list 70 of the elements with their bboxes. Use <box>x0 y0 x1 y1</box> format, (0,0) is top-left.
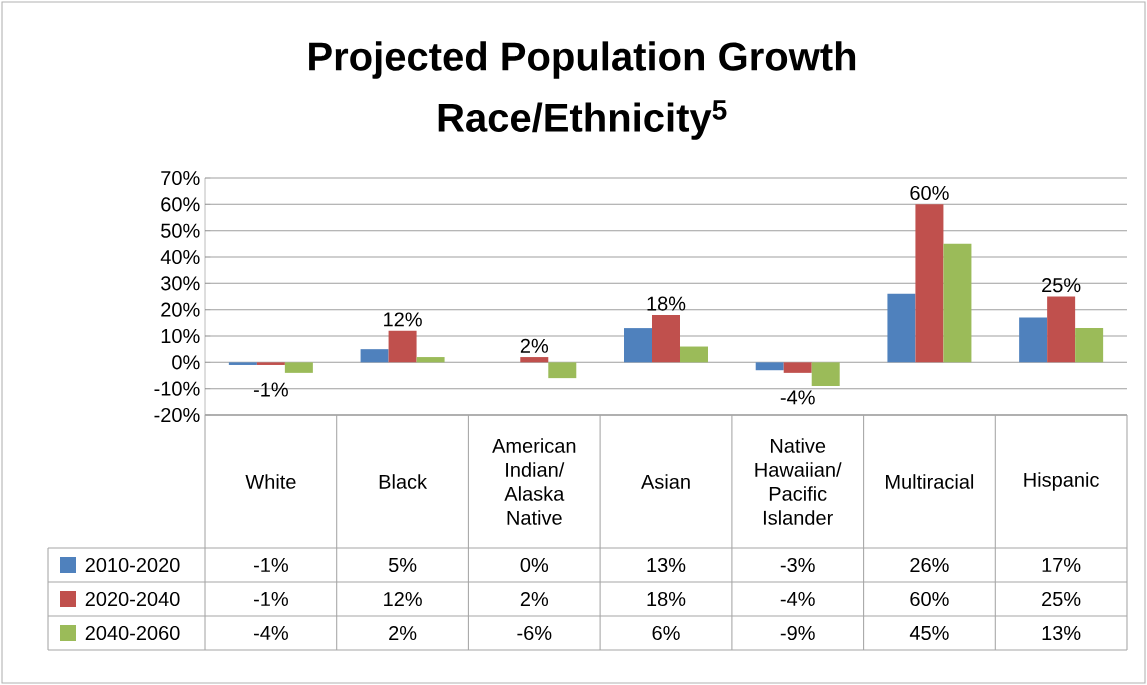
y-tick-label: -20% <box>154 407 200 423</box>
bar <box>783 362 812 373</box>
data-label: 13% <box>647 557 686 573</box>
y-tick-label: 10% <box>161 328 200 344</box>
data-label: -4% <box>780 592 815 606</box>
data-label: 6% <box>652 625 680 641</box>
y-tick-label: 30% <box>161 276 200 291</box>
y-tick-label: 40% <box>160 249 200 265</box>
data-label: 2% <box>520 591 549 607</box>
bar <box>548 362 577 379</box>
y-tick-label: 70% <box>161 170 200 186</box>
legend-label: 2040-2060 <box>85 625 180 641</box>
bar <box>915 204 944 363</box>
annotation: -1% <box>253 382 288 397</box>
bar <box>811 362 840 387</box>
bar <box>284 362 313 373</box>
y-tick-label: 60% <box>161 197 200 212</box>
data-label: -1% <box>254 558 288 572</box>
data-label: 13% <box>1042 625 1081 641</box>
legend-label: 2010-2020 <box>85 557 180 573</box>
x-tick-label: Black <box>379 474 428 489</box>
data-label: -4% <box>254 626 288 640</box>
bar <box>520 357 549 363</box>
x-tick-label: Asian <box>641 474 690 489</box>
annotation: 18% <box>647 296 686 311</box>
x-tick-label: Hispanic <box>1024 472 1099 491</box>
annotation: 12% <box>384 312 422 327</box>
chart-title: Projected Population Growth <box>309 41 856 79</box>
chart-subtitle: Race/Ethnicity$^{5}$ <box>438 100 727 140</box>
data-label: -6% <box>517 625 552 641</box>
legend-label: 2020-2040 <box>85 591 180 607</box>
data-label: 17% <box>1042 558 1081 572</box>
data-label: 0% <box>520 557 549 573</box>
annotation: 60% <box>910 185 949 201</box>
data-label: -9% <box>780 625 815 641</box>
data-label: -1% <box>254 592 288 606</box>
y-tick-label: 20% <box>161 302 200 317</box>
bar <box>887 293 916 363</box>
y-tick-label: -10% <box>154 381 200 396</box>
data-label: 2% <box>389 625 417 641</box>
x-tick-label: Multiracial <box>886 474 974 489</box>
bar <box>652 314 680 363</box>
data-label: 45% <box>909 625 949 641</box>
bar <box>388 330 417 363</box>
y-tick-label: 50% <box>161 223 200 238</box>
x-tick-label: Native Hawaiian/ Pacific Islander <box>755 438 842 525</box>
bar <box>256 362 285 365</box>
data-label: 60% <box>910 591 949 607</box>
bar <box>624 328 652 363</box>
bar <box>755 362 784 371</box>
data-label: 26% <box>910 557 949 573</box>
bar <box>360 349 389 363</box>
data-label: 12% <box>384 591 422 607</box>
annotation: 2% <box>520 338 549 353</box>
annotation: 25% <box>1042 278 1081 293</box>
data-label: -3% <box>780 557 815 573</box>
bar <box>1075 328 1104 363</box>
annotation: -4% <box>780 390 815 405</box>
bar <box>1019 317 1048 363</box>
x-tick-label: White <box>245 474 296 489</box>
bar <box>228 362 257 365</box>
data-label: 25% <box>1042 591 1081 607</box>
y-tick-label: 0% <box>172 355 200 370</box>
bar <box>680 346 708 363</box>
data-label: 5% <box>388 557 417 573</box>
bar <box>943 243 972 363</box>
bar <box>416 357 445 363</box>
data-label: 18% <box>647 591 686 607</box>
bar <box>1047 296 1076 363</box>
x-tick-label: American Indian/ Alaska Native <box>492 438 576 525</box>
